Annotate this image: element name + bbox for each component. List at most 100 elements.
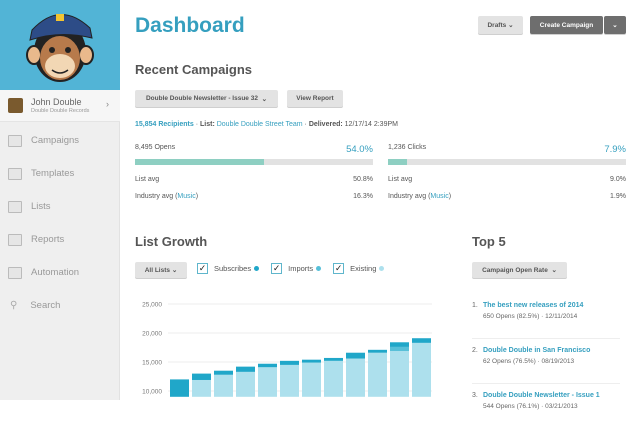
sidebar-item-campaigns[interactable]: Campaigns (0, 124, 120, 157)
existing-checkbox[interactable]: ✓ (333, 263, 345, 274)
imports-dot-icon (316, 266, 322, 271)
user-menu[interactable]: John Double Double Double Records › (0, 90, 120, 122)
opens-percent: 54.0% (346, 144, 373, 155)
bar-subscribes (302, 359, 321, 363)
search-icon: ⚲ (10, 300, 18, 311)
user-org: Double Double Records (31, 108, 90, 114)
campaign-select-label: Double Double Newsletter - Issue 32 (145, 95, 258, 102)
monkey-logo-icon (26, 14, 94, 82)
list-growth-title: List Growth (135, 234, 208, 249)
industry-avg-value: 1.9% (610, 193, 626, 200)
industry-link[interactable]: Music (430, 193, 449, 200)
sidebar-item-lists[interactable]: Lists (0, 190, 120, 223)
chevron-down-icon: ⌄ (171, 267, 178, 274)
list-item[interactable]: 1. The best new releases of 2014 650 Opens… (472, 302, 620, 339)
legend: ✓ Subscribes ✓ Imports ✓ Existing (197, 263, 385, 274)
rank: 3. (472, 392, 478, 399)
drafts-label: Drafts (487, 21, 507, 29)
subscribes-dot-icon (254, 266, 260, 271)
chevron-down-icon: ⌄ (508, 22, 514, 29)
legend-label: Imports (288, 264, 314, 273)
campaign-link[interactable]: Double Double in San Francisco (483, 347, 591, 354)
campaign-stats: 650 Opens (82.5%) · 12/11/2014 (483, 313, 578, 320)
y-tick-label: 15,000 (142, 360, 162, 367)
y-tick-label: 20,000 (142, 331, 162, 338)
bar-existing (346, 358, 365, 397)
sidebar-item-automation[interactable]: Automation (0, 256, 120, 289)
industry-link[interactable]: Music (177, 193, 196, 200)
bar-subscribes (170, 379, 189, 397)
bar-subscribes (280, 360, 299, 365)
delivered-date: 12/17/14 2:39PM (344, 121, 398, 128)
sidebar-item-search[interactable]: ⚲ Search (0, 289, 120, 322)
drafts-button[interactable]: Drafts ⌄ (478, 16, 523, 34)
sidebar-item-label: Templates (31, 168, 75, 179)
bar-imports (390, 346, 409, 351)
bar-existing (192, 379, 211, 397)
top5-filter-select[interactable]: Campaign Open Rate ⌄ (472, 262, 567, 278)
bar-existing (236, 371, 255, 397)
create-campaign-dropdown[interactable]: ⌄ (604, 16, 626, 34)
chevron-down-icon: ⌄ (612, 22, 618, 29)
recipients-link[interactable]: 15,854 Recipients (135, 121, 194, 128)
top5-title: Top 5 (472, 234, 506, 249)
bar-subscribes (368, 349, 387, 353)
create-campaign-button[interactable]: Create Campaign (530, 16, 603, 34)
clicks-progress-fill (388, 159, 407, 165)
campaign-meta: 15,854 Recipients · List: Double Double … (135, 121, 398, 128)
delivered-label: Delivered: (308, 121, 343, 128)
chevron-right-icon: › (106, 99, 109, 109)
bar-subscribes (192, 373, 211, 380)
campaign-stats: 62 Opens (76.5%) · 08/19/2013 (483, 358, 575, 365)
industry-avg-label: Industry avg (388, 193, 427, 200)
bar-subscribes (258, 363, 277, 368)
industry-avg-value: 16.3% (353, 193, 373, 200)
bar-subscribes (214, 370, 233, 375)
bar-subscribes (324, 357, 343, 361)
campaign-link[interactable]: The best new releases of 2014 (483, 302, 584, 309)
list-filter-select[interactable]: All Lists ⌄ (135, 262, 187, 278)
opens-count: 8,495 Opens (135, 144, 176, 151)
subscribes-checkbox[interactable]: ✓ (197, 263, 208, 274)
sidebar-item-label: Reports (31, 234, 65, 245)
user-name: John Double (31, 97, 82, 107)
y-tick-label: 10,000 (142, 389, 162, 396)
clicks-percent: 7.9% (604, 144, 626, 155)
imports-checkbox[interactable]: ✓ (271, 263, 283, 274)
bar-subscribes (346, 352, 365, 359)
bar-existing (368, 352, 387, 397)
campaign-link[interactable]: Double Double Newsletter - Issue 1 (483, 392, 600, 399)
bar-existing (412, 342, 431, 397)
rank: 1. (472, 302, 478, 309)
clicks-count: 1,236 Clicks (388, 144, 427, 151)
sidebar-item-label: Campaigns (31, 135, 80, 146)
opens-progress-fill (135, 159, 264, 165)
list-avg-label: List avg (388, 176, 413, 183)
list-link[interactable]: Double Double Street Team (216, 121, 303, 128)
sidebar-item-reports[interactable]: Reports (0, 223, 120, 256)
bar-subscribes (412, 338, 431, 343)
rank: 2. (472, 347, 478, 354)
envelope-icon (8, 134, 22, 147)
automation-icon (8, 266, 22, 279)
list-icon (8, 200, 22, 213)
clicks-progress (388, 159, 626, 165)
bar-existing (214, 374, 233, 397)
page-title: Dashboard (135, 14, 245, 37)
sidebar-item-templates[interactable]: Templates (0, 157, 120, 190)
chevron-down-icon: ⌄ (261, 95, 268, 103)
list-avg-label: List avg (135, 176, 160, 183)
y-tick-label: 25,000 (142, 302, 162, 309)
campaign-select[interactable]: Double Double Newsletter - Issue 32 ⌄ (135, 90, 278, 107)
bar-existing (280, 364, 299, 397)
mailchimp-logo[interactable] (0, 0, 120, 90)
legend-label: Subscribes (214, 264, 252, 273)
legend-label: Existing (350, 264, 377, 273)
list-item[interactable]: 3. Double Double Newsletter - Issue 1 544 … (472, 392, 620, 429)
list-avg-value: 9.0% (610, 176, 626, 183)
existing-dot-icon (379, 266, 385, 271)
top5-list: 1. The best new releases of 2014 650 Opens… (472, 302, 620, 429)
view-report-button[interactable]: View Report (287, 90, 343, 107)
sidebar-item-label: Lists (31, 201, 51, 212)
list-item[interactable]: 2. Double Double in San Francisco 62 Opens… (472, 347, 620, 384)
